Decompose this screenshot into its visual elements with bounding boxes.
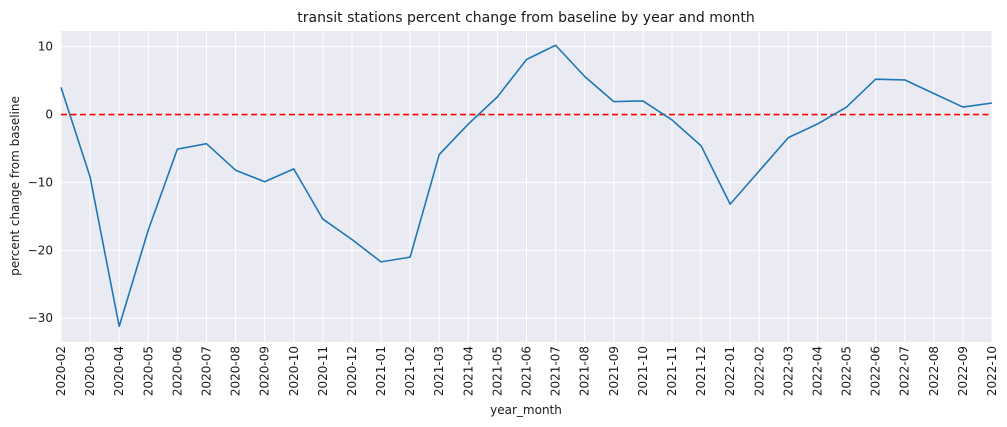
data-point (555, 44, 557, 46)
x-tick-label: 2022-05 (840, 346, 854, 396)
data-point (846, 106, 848, 108)
data-point (875, 78, 877, 80)
data-point (991, 102, 993, 104)
x-tick-label: 2022-10 (985, 346, 999, 396)
data-point (700, 145, 702, 147)
y-axis-label: percent change from baseline (8, 96, 22, 276)
y-tick-label: −20 (28, 243, 53, 257)
x-tick-labels: 2020-02 2020-03 2020-04 2020-05 2020-06 2020-… (54, 346, 999, 396)
x-tick-label: 2022-03 (781, 346, 795, 396)
data-point (584, 75, 586, 77)
x-tick-label: 2021-10 (636, 346, 650, 396)
data-point (351, 238, 353, 240)
x-tick-label: 2021-12 (694, 346, 708, 396)
x-tick-label: 2021-06 (520, 346, 534, 396)
data-point (176, 148, 178, 150)
data-point (380, 261, 382, 263)
y-tick-label: 10 (38, 40, 53, 54)
x-tick-label: 2021-07 (549, 346, 563, 396)
x-tick-label: 2021-03 (432, 346, 446, 396)
x-tick-label: 2022-06 (869, 346, 883, 396)
data-point (264, 181, 266, 183)
x-tick-label: 2022-04 (810, 346, 824, 396)
x-tick-label: 2020-02 (54, 346, 68, 396)
y-tick-label: −10 (28, 175, 53, 189)
x-tick-label: 2021-04 (461, 346, 475, 396)
x-tick-label: 2020-03 (83, 346, 97, 396)
data-point (933, 92, 935, 94)
x-tick-label: 2022-07 (898, 346, 912, 396)
data-point (526, 59, 528, 61)
x-tick-label: 2022-01 (723, 346, 737, 396)
data-point (118, 325, 120, 327)
chart-title: transit stations percent change from bas… (297, 10, 754, 26)
data-point (816, 123, 818, 125)
data-point (147, 229, 149, 231)
x-gridlines (60, 31, 993, 342)
x-tick-label: 2020-11 (316, 346, 330, 396)
x-tick-label: 2021-02 (403, 346, 417, 396)
x-tick-label: 2020-09 (258, 346, 272, 396)
x-tick-label: 2021-05 (490, 346, 504, 396)
data-point (235, 169, 237, 171)
x-tick-label: 2020-10 (287, 346, 301, 396)
x-tick-label: 2022-02 (752, 346, 766, 396)
data-point (409, 256, 411, 258)
x-tick-label: 2020-07 (199, 346, 213, 396)
data-point (642, 100, 644, 102)
y-tick-label: −30 (28, 311, 53, 325)
x-tick-label: 2020-06 (170, 346, 184, 396)
data-point (293, 168, 295, 170)
x-axis-label: year_month (490, 403, 562, 417)
x-tick-label: 2021-01 (374, 346, 388, 396)
data-point (205, 143, 207, 145)
data-point (89, 176, 91, 178)
data-point (671, 119, 673, 121)
data-point (787, 137, 789, 139)
data-point (758, 170, 760, 172)
x-tick-label: 2020-04 (112, 346, 126, 396)
data-point (729, 203, 731, 205)
x-tick-label: 2021-09 (607, 346, 621, 396)
x-tick-label: 2020-05 (141, 346, 155, 396)
data-point (496, 96, 498, 98)
data-point (60, 86, 62, 88)
x-tick-label: 2022-09 (956, 346, 970, 396)
x-tick-label: 2022-08 (927, 346, 941, 396)
y-tick-labels: 10 0 −10 −20 −30 (28, 40, 53, 326)
series-line (60, 44, 993, 328)
data-point (962, 106, 964, 108)
x-tick-label: 2021-08 (578, 346, 592, 396)
x-tick-label: 2020-12 (345, 346, 359, 396)
y-tick-label: 0 (45, 108, 53, 122)
data-point (613, 101, 615, 103)
data-point (467, 123, 469, 125)
data-point (904, 79, 906, 81)
x-tick-label: 2020-08 (229, 346, 243, 396)
data-point (438, 154, 440, 156)
x-tick-label: 2021-11 (665, 346, 679, 396)
data-point (322, 218, 324, 220)
